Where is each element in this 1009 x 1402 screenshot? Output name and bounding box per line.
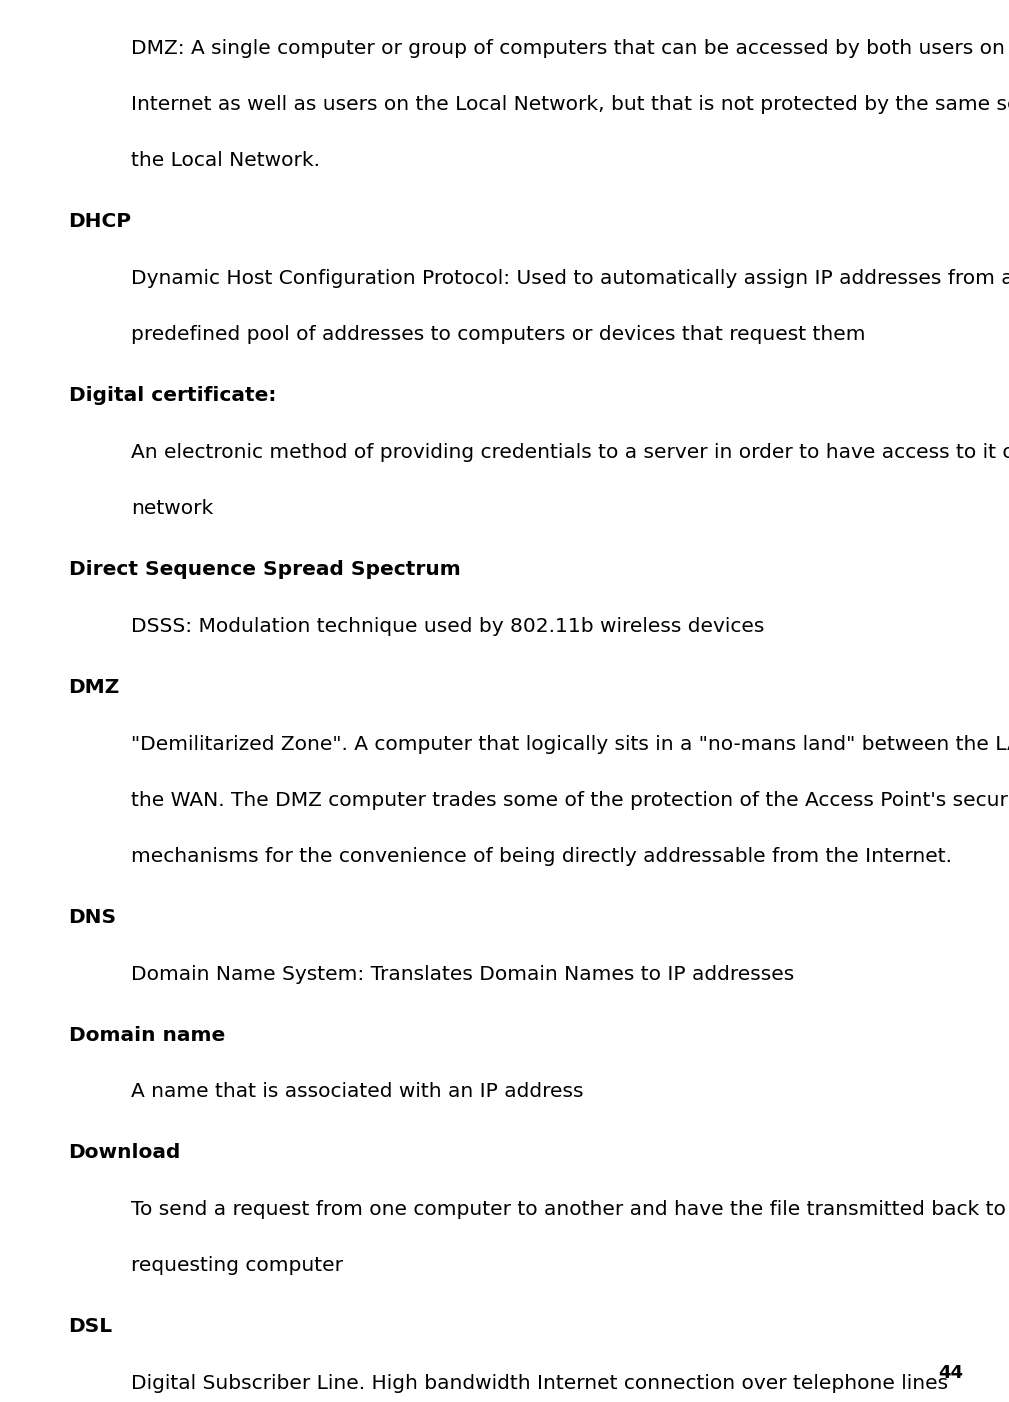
Text: DSSS: Modulation technique used by 802.11b wireless devices: DSSS: Modulation technique used by 802.1… xyxy=(131,617,765,637)
Text: "Demilitarized Zone". A computer that logically sits in a "no-mans land" between: "Demilitarized Zone". A computer that lo… xyxy=(131,735,1009,754)
Text: DSL: DSL xyxy=(69,1318,113,1336)
Text: A name that is associated with an IP address: A name that is associated with an IP add… xyxy=(131,1082,583,1102)
Text: Download: Download xyxy=(69,1144,181,1162)
Text: Dynamic Host Configuration Protocol: Used to automatically assign IP addresses f: Dynamic Host Configuration Protocol: Use… xyxy=(131,269,1009,289)
Text: Direct Sequence Spread Spectrum: Direct Sequence Spread Spectrum xyxy=(69,561,460,579)
Text: mechanisms for the convenience of being directly addressable from the Internet.: mechanisms for the convenience of being … xyxy=(131,847,952,866)
Text: Domain name: Domain name xyxy=(69,1026,225,1044)
Text: To send a request from one computer to another and have the file transmitted bac: To send a request from one computer to a… xyxy=(131,1200,1009,1220)
Text: network: network xyxy=(131,499,214,519)
Text: DMZ: DMZ xyxy=(69,679,120,697)
Text: Internet as well as users on the Local Network, but that is not protected by the: Internet as well as users on the Local N… xyxy=(131,95,1009,115)
Text: An electronic method of providing credentials to a server in order to have acces: An electronic method of providing creden… xyxy=(131,443,1009,463)
Text: predefined pool of addresses to computers or devices that request them: predefined pool of addresses to computer… xyxy=(131,325,866,345)
Text: Digital certificate:: Digital certificate: xyxy=(69,387,276,405)
Text: Domain Name System: Translates Domain Names to IP addresses: Domain Name System: Translates Domain Na… xyxy=(131,965,794,984)
Text: DHCP: DHCP xyxy=(69,212,132,231)
Text: DNS: DNS xyxy=(69,908,117,927)
Text: requesting computer: requesting computer xyxy=(131,1256,343,1276)
Text: Digital Subscriber Line. High bandwidth Internet connection over telephone lines: Digital Subscriber Line. High bandwidth … xyxy=(131,1374,948,1394)
Text: the Local Network.: the Local Network. xyxy=(131,151,320,171)
Text: DMZ: A single computer or group of computers that can be accessed by both users : DMZ: A single computer or group of compu… xyxy=(131,39,1009,59)
Text: 44: 44 xyxy=(938,1364,964,1382)
Text: the WAN. The DMZ computer trades some of the protection of the Access Point's se: the WAN. The DMZ computer trades some of… xyxy=(131,791,1009,810)
